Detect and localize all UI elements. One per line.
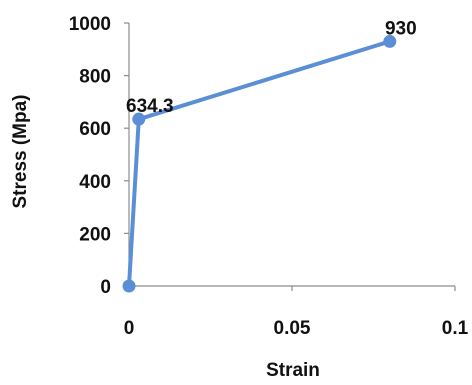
x-tick-label: 0.05 bbox=[274, 318, 311, 339]
tick-labels: 0 200 400 600 800 1000 0 0.05 0.1 bbox=[69, 14, 469, 339]
data-label: 930 bbox=[385, 18, 417, 39]
y-tick-label: 200 bbox=[79, 224, 111, 245]
data-point bbox=[132, 112, 146, 126]
series-line bbox=[127, 39, 392, 288]
data-labels: 634.3 930 bbox=[126, 18, 417, 117]
x-axis-title: Strain bbox=[266, 360, 320, 380]
y-tick-label: 600 bbox=[79, 119, 111, 140]
data-point bbox=[383, 34, 397, 48]
data-series bbox=[122, 34, 397, 293]
y-tick-label: 0 bbox=[100, 277, 111, 298]
y-axis-title: Stress (Mpa) bbox=[10, 94, 31, 208]
y-tick-label: 400 bbox=[79, 172, 111, 193]
x-tick-label: 0.1 bbox=[442, 318, 469, 339]
y-tick-label: 800 bbox=[79, 67, 111, 88]
y-tick-label: 1000 bbox=[69, 14, 111, 35]
axes bbox=[124, 22, 456, 291]
x-tick-label: 0 bbox=[124, 318, 135, 339]
data-label: 634.3 bbox=[126, 96, 174, 117]
data-point bbox=[122, 279, 136, 293]
